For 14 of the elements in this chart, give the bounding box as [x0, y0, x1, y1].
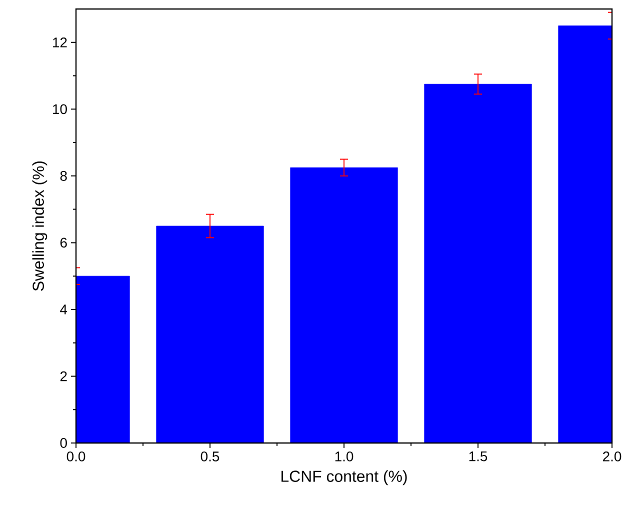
x-tick-label: 0.0 [66, 452, 86, 462]
y-tick-label: 8 [60, 170, 67, 181]
y-tick-label: 12 [53, 38, 67, 48]
y-tick-label: 6 [60, 238, 67, 248]
x-tick-label: 1.5 [469, 452, 488, 462]
y-tick-label: 4 [60, 304, 68, 314]
x-tick-label: 2.0 [603, 452, 622, 462]
y-axis-title: Swelling index (%) [32, 161, 48, 291]
x-tick-label: 0.5 [200, 452, 220, 462]
x-axis-title: LCNF content (%) [282, 470, 407, 486]
x-tick-label: 1.0 [335, 452, 354, 462]
y-tick-label: 2 [60, 371, 67, 382]
y-tick-label: 10 [53, 104, 67, 114]
y-tick-label: 0 [60, 438, 67, 448]
